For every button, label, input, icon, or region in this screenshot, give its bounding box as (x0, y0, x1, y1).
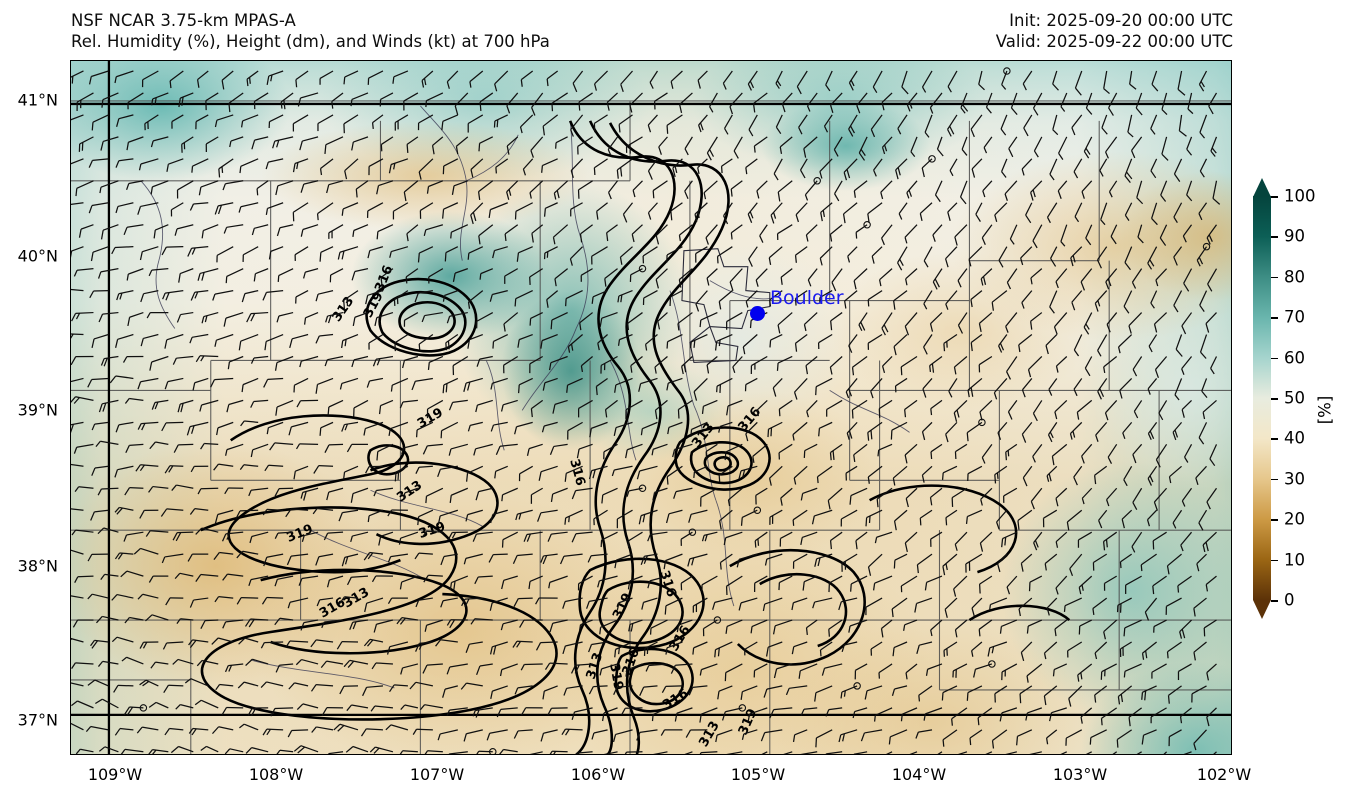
colorbar-tick (1271, 277, 1278, 279)
colorbar-tick-label: 90 (1284, 227, 1305, 246)
boulder-label: Boulder (770, 289, 844, 308)
header-right-block: Init: 2025-09-20 00:00 UTC Valid: 2025-0… (996, 10, 1233, 52)
contour-label: 319 (610, 591, 635, 622)
wind-barbs (71, 68, 1220, 755)
y-tick-label: 37°N (18, 711, 58, 730)
field-title: Rel. Humidity (%), Height (dm), and Wind… (71, 31, 550, 52)
colorbar-extend-min (1253, 600, 1271, 619)
colorbar-tick-label: 80 (1284, 267, 1305, 286)
colorbar-tick (1271, 398, 1278, 400)
contour-label: 319 (417, 519, 447, 542)
colorbar-unit-label: [%] (1316, 396, 1335, 425)
x-tick-label: 106°W (571, 765, 625, 784)
colorbar-tick (1271, 358, 1278, 360)
model-title: NSF NCAR 3.75-km MPAS-A (71, 10, 550, 31)
colorbar-tick (1271, 519, 1278, 521)
y-tick-label: 39°N (18, 401, 58, 420)
contour-label: 316 (372, 263, 396, 294)
x-tick-label: 102°W (1197, 765, 1251, 784)
colorbar-tick (1271, 236, 1278, 238)
contour-label: 313 (330, 294, 358, 325)
colorbar-tick (1271, 560, 1278, 562)
colorbar-gradient (1253, 196, 1271, 600)
colorbar-tick (1271, 438, 1278, 440)
hydrography-lines (141, 106, 910, 688)
colorbar-tick-label: 50 (1284, 389, 1305, 408)
contour-label: 319 (415, 405, 446, 432)
x-tick-label: 109°W (88, 765, 142, 784)
y-tick-label: 41°N (18, 91, 58, 110)
contour-label: 316 (667, 623, 694, 654)
x-tick-label: 105°W (731, 765, 785, 784)
colorbar-tick-label: 40 (1284, 429, 1305, 448)
colorbar-tick-label: 20 (1284, 510, 1305, 529)
x-tick-label: 103°W (1053, 765, 1107, 784)
colorbar-tick-label: 100 (1284, 187, 1316, 206)
x-tick-label: 104°W (892, 765, 946, 784)
colorbar-extend-max (1253, 178, 1271, 197)
contour-label: 313 (584, 651, 607, 681)
valid-time: Valid: 2025-09-22 00:00 UTC (996, 31, 1233, 52)
map-plot-area[interactable]: 313 319 316 319 316 313 316 319 319 313 … (70, 60, 1232, 755)
colorbar-tick-label: 30 (1284, 469, 1305, 488)
colorbar (1253, 196, 1271, 600)
x-tick-label: 108°W (249, 765, 303, 784)
colorbar-tick-label: 10 (1284, 550, 1305, 569)
colorbar-tick-label: 60 (1284, 348, 1305, 367)
boulder-marker (750, 306, 765, 321)
plot-header: NSF NCAR 3.75-km MPAS-A Rel. Humidity (%… (0, 0, 1361, 56)
colorbar-tick-label: 0 (1284, 591, 1295, 610)
county-boundaries (71, 101, 1231, 755)
map-vector-overlay: 313 319 316 319 316 313 316 319 319 313 … (71, 61, 1231, 755)
x-tick-label: 107°W (410, 765, 464, 784)
colorbar-tick (1271, 479, 1278, 481)
colorbar-tick-label: 70 (1284, 308, 1305, 327)
colorbar-tick (1271, 196, 1278, 198)
y-tick-label: 38°N (18, 557, 58, 576)
y-tick-label: 40°N (18, 247, 58, 266)
init-time: Init: 2025-09-20 00:00 UTC (996, 10, 1233, 31)
header-left-block: NSF NCAR 3.75-km MPAS-A Rel. Humidity (%… (71, 10, 550, 52)
colorbar-tick (1271, 600, 1278, 602)
colorbar-tick (1271, 317, 1278, 319)
